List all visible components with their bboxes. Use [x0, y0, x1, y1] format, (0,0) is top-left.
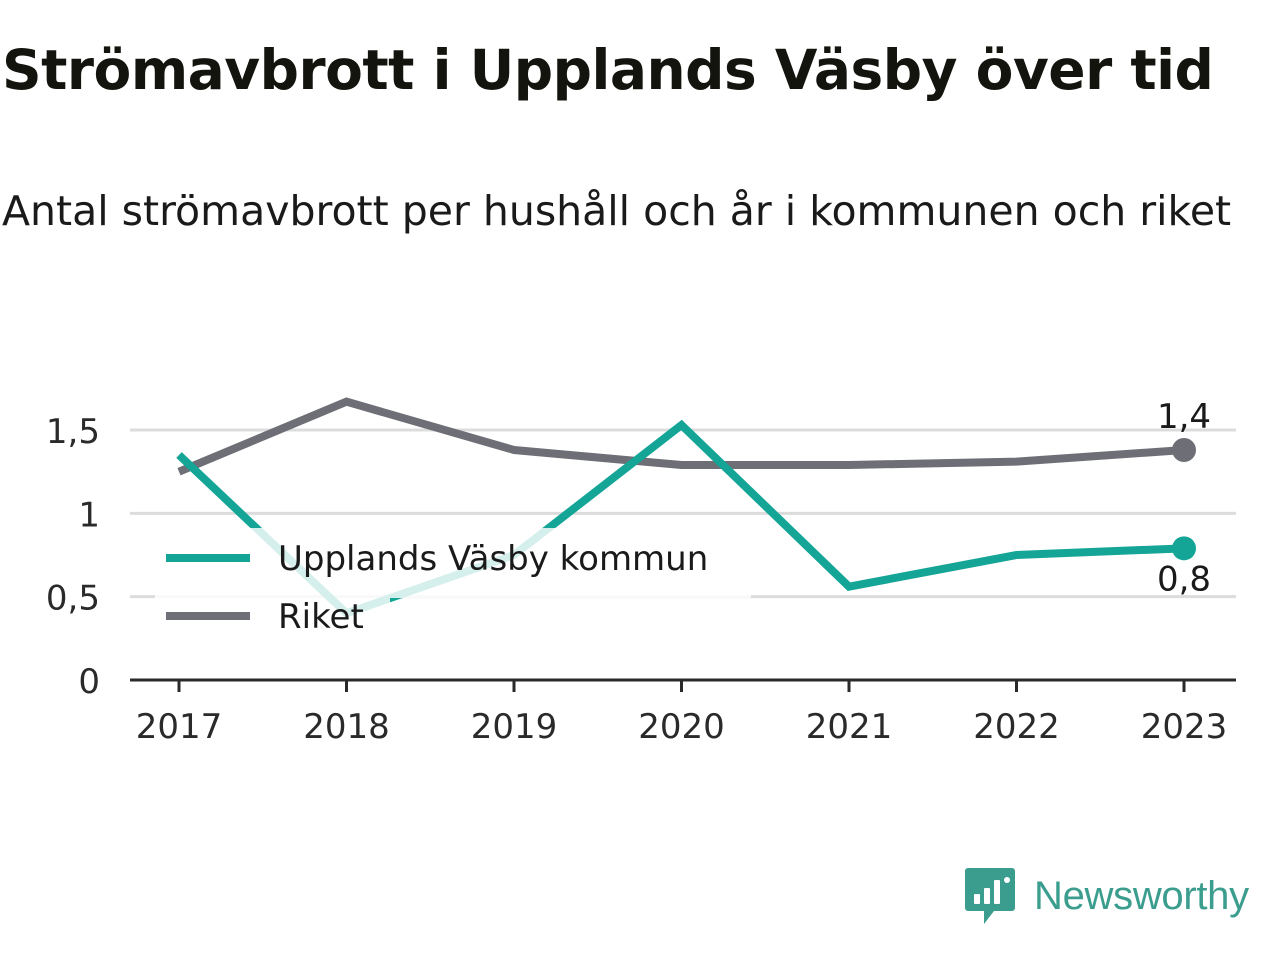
y-tick-label: 1,5: [46, 412, 100, 452]
x-tick-label: 2023: [1141, 707, 1228, 747]
legend-background: [155, 528, 751, 598]
x-tick-label: 2021: [806, 707, 893, 747]
series-line-riket: [177, 397, 1185, 476]
legend: Upplands Väsby kommun Riket: [155, 528, 751, 642]
x-tick-label: 2017: [136, 707, 223, 747]
series-end-marker: [1172, 438, 1196, 462]
x-tick-label: 2020: [638, 707, 725, 747]
legend-label: Riket: [278, 597, 364, 637]
x-tick-label: 2018: [303, 707, 390, 747]
chart-subtitle: Antal strömavbrott per hushåll och år i …: [2, 187, 1232, 235]
series-end-marker: [1172, 536, 1196, 561]
axes: 0 0,5 1 1,5 2017 2018 2019 2020 2021 2022 2023: [46, 412, 1236, 747]
y-tick-label: 0,5: [46, 579, 100, 619]
newsworthy-logo-icon: [965, 868, 1015, 924]
brand-name: Newsworthy: [1034, 873, 1249, 918]
data-labels: 0,8 1,4: [1157, 397, 1211, 599]
legend-label: Upplands Väsby kommun: [278, 539, 708, 579]
x-tick-label: 2019: [471, 707, 558, 747]
data-label-riket-2023: 1,4: [1157, 397, 1211, 437]
x-tick-label: 2022: [973, 707, 1060, 747]
data-label-kommun-2023: 0,8: [1157, 559, 1211, 599]
brand-logo: Newsworthy: [964, 866, 1249, 926]
chart-title: Strömavbrott i Upplands Väsby över tid: [2, 38, 1214, 102]
y-tick-label: 1: [78, 495, 100, 535]
y-tick-label: 0: [78, 662, 100, 702]
